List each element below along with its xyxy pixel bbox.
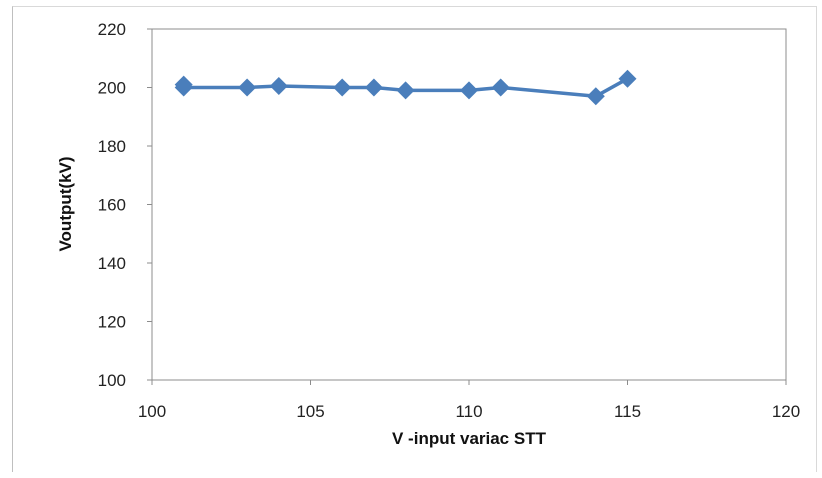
- y-tick-label: 100: [98, 371, 126, 390]
- x-axis-tick-labels: 100 105 110 115 120: [138, 402, 800, 421]
- data-point-marker: [174, 78, 193, 97]
- x-tick-label: 110: [455, 402, 482, 421]
- data-point-marker: [618, 69, 637, 88]
- y-tick-label: 140: [98, 254, 126, 273]
- data-point-marker: [238, 78, 257, 97]
- y-tick-label: 200: [98, 79, 126, 98]
- x-tick-label: 105: [296, 402, 324, 421]
- x-axis-title: V -input variac STT: [392, 429, 547, 448]
- y-axis-tick-marks: [147, 28, 152, 381]
- chart-frame: [12, 6, 817, 472]
- x-tick-label: 100: [138, 402, 166, 421]
- x-axis-tick-marks: [151, 380, 787, 385]
- data-point-marker: [586, 87, 605, 106]
- series-layer: [174, 69, 637, 106]
- y-tick-label: 160: [98, 196, 126, 215]
- x-tick-label: 115: [614, 402, 641, 421]
- data-point-marker: [333, 78, 352, 97]
- x-tick-label: 120: [772, 402, 800, 421]
- y-tick-label: 180: [98, 137, 126, 156]
- y-tick-label: 120: [98, 313, 126, 332]
- y-tick-label: 220: [98, 20, 126, 39]
- data-point-marker: [491, 78, 510, 97]
- data-point-marker: [396, 81, 415, 100]
- y-axis-title: Voutput(kV): [56, 156, 75, 251]
- data-point-marker: [269, 77, 288, 96]
- data-point-marker: [460, 81, 478, 100]
- data-point-marker: [364, 78, 383, 97]
- y-axis-tick-labels: 100 120 140 160 180 200 220: [98, 20, 126, 390]
